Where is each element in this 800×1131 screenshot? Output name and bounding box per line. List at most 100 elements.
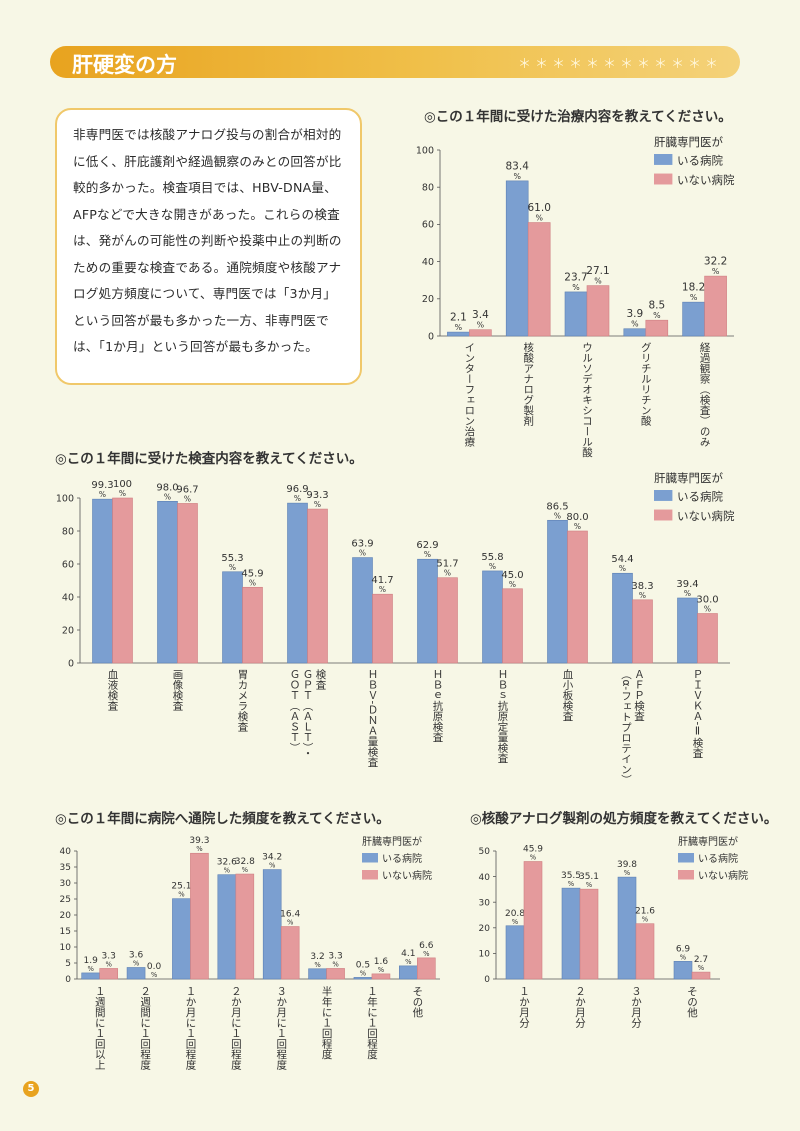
y-tick-label: 10	[479, 950, 491, 960]
data-label: 80.0	[566, 512, 588, 523]
bar-without-specialist	[586, 285, 610, 337]
data-label-unit: %	[690, 293, 698, 302]
y-tick-label: 20	[62, 625, 74, 636]
bar-without-specialist	[235, 873, 255, 980]
data-label-unit: %	[489, 562, 496, 571]
data-label-unit: %	[631, 320, 639, 329]
category-label: （α-フェトプロテイン）	[620, 669, 632, 785]
category-label: インターフェロン治療	[463, 342, 475, 447]
data-label: 4.1	[401, 949, 415, 959]
data-label: 18.2	[682, 282, 705, 294]
data-label: 3.3	[102, 951, 116, 961]
category-label: 半年に１回程度	[321, 985, 333, 1060]
tests-chart-title: ◎この１年間に受けた検査内容を教えてください。	[55, 451, 363, 467]
category-label: グリチルリチン酸	[640, 342, 652, 427]
category-label: 血液検査	[107, 668, 119, 711]
legend-swatch-with	[654, 490, 673, 501]
data-label: 93.3	[306, 490, 328, 501]
legend-swatch-with	[678, 853, 694, 863]
legend-label: いない病院	[382, 869, 432, 882]
data-label-unit: %	[639, 591, 646, 600]
bar-without-specialist	[523, 861, 543, 980]
y-tick-label: 20	[479, 924, 491, 934]
data-label: 32.8	[235, 857, 255, 867]
category-label: １週間に１回以上	[94, 986, 106, 1070]
category-label: １年に１回程度	[366, 986, 378, 1060]
summary-text: 非専門医では核酸アナログ投与の割合が相対的に低く、肝庇護剤や経過観察のみとの回答…	[73, 127, 342, 354]
category-label: ＨＢｅ抗原検査	[432, 669, 444, 743]
legend-title: 肝臓専門医が	[678, 835, 738, 848]
data-label-unit: %	[424, 550, 431, 559]
bar-without-specialist	[99, 968, 118, 980]
legend-title: 肝臓専門医が	[654, 135, 723, 149]
data-label-unit: %	[249, 578, 256, 587]
data-label: 2.1	[450, 312, 467, 324]
y-tick-label: 40	[422, 257, 434, 268]
data-label-unit: %	[119, 489, 126, 498]
data-label-unit: %	[554, 511, 561, 520]
category-label: 経過観察（検査）のみ	[699, 341, 711, 447]
category-label: ＡＦＰ検査	[633, 669, 645, 722]
category-label: 検査	[315, 668, 327, 690]
data-label-unit: %	[269, 862, 276, 870]
data-label-unit: %	[444, 569, 451, 578]
data-label: 30.0	[696, 595, 718, 606]
y-tick-label: 0	[428, 331, 434, 342]
data-label: 86.5	[546, 501, 568, 512]
data-label: 34.2	[262, 853, 282, 863]
category-label: 胃カメラ検査	[237, 669, 249, 732]
data-label-unit: %	[133, 959, 140, 967]
legend-swatch-without	[362, 870, 378, 880]
y-tick-label: 30	[479, 898, 491, 908]
data-label-unit: %	[624, 869, 631, 877]
data-label: 63.9	[351, 539, 373, 550]
bar-without-specialist	[527, 222, 551, 337]
data-label: 55.3	[221, 553, 243, 564]
data-label-unit: %	[287, 919, 294, 927]
section-title: 肝硬変の方	[72, 53, 177, 77]
data-label: 100	[113, 479, 132, 490]
data-label-unit: %	[455, 323, 463, 332]
data-label-unit: %	[224, 867, 231, 875]
data-label: 6.9	[676, 944, 691, 954]
category-label: ２週間に１回程度	[139, 986, 151, 1071]
bar-without-specialist	[567, 530, 588, 664]
y-tick-label: 60	[62, 559, 74, 570]
data-label: 27.1	[586, 265, 609, 277]
y-tick-label: 40	[62, 592, 74, 603]
section-banner: 肝硬変の方 ＊＊＊＊＊＊＊＊＊＊＊＊	[50, 46, 740, 78]
bar-without-specialist	[417, 957, 436, 980]
y-tick-label: 25	[60, 895, 71, 905]
bar-without-specialist	[632, 599, 653, 664]
data-label: 45.9	[241, 568, 263, 579]
bar-without-specialist	[691, 971, 711, 980]
data-label-unit: %	[594, 277, 602, 286]
category-label: 血小板検査	[562, 668, 574, 721]
data-label: 1.6	[374, 957, 389, 967]
data-label: 51.7	[436, 559, 458, 570]
bar-without-specialist	[112, 497, 133, 664]
data-label-unit: %	[379, 585, 386, 594]
data-label-unit: %	[359, 549, 366, 558]
data-label-unit: %	[513, 172, 521, 181]
bar-without-specialist	[372, 593, 393, 664]
data-label: 16.4	[280, 910, 300, 920]
legend-swatch-without	[654, 509, 673, 521]
data-label: 62.9	[416, 540, 438, 551]
data-label-unit: %	[294, 494, 301, 503]
legend-label: いる病院	[698, 852, 738, 865]
data-label-unit: %	[242, 866, 249, 874]
data-label: 3.9	[626, 308, 643, 320]
bar-without-specialist	[635, 923, 655, 980]
category-label: ２か月に１回程度	[230, 986, 242, 1071]
data-label-unit: %	[151, 971, 158, 979]
data-label: 3.6	[129, 950, 144, 960]
data-label: 3.4	[472, 309, 489, 321]
data-label: 32.6	[217, 858, 237, 868]
y-tick-label: 100	[56, 493, 74, 504]
data-label-unit: %	[680, 953, 687, 961]
bar-without-specialist	[371, 973, 391, 980]
